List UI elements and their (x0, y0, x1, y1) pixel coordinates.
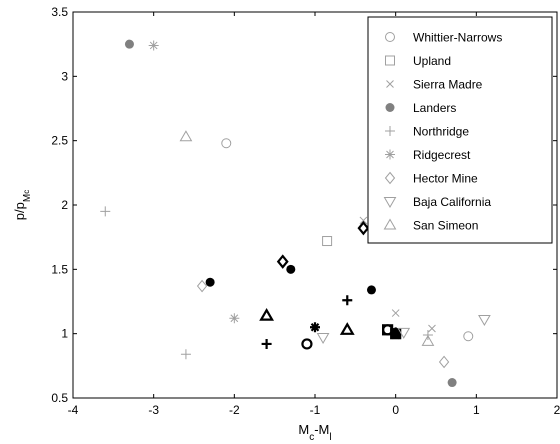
y-tick-label: 3 (61, 69, 68, 83)
legend-marker (385, 32, 395, 42)
data-point (180, 349, 191, 360)
x-axis-label: Mc-Ml (298, 422, 331, 443)
legend-label: Hector Mine (413, 172, 478, 186)
data-point (390, 328, 401, 339)
legend-label: Northridge (413, 125, 469, 139)
legend-label: Whittier-Narrows (413, 31, 502, 45)
data-point (339, 322, 355, 335)
legend-marker (383, 218, 397, 230)
x-tick-label: -3 (148, 403, 159, 417)
data-point (205, 277, 215, 287)
legend-label: Baja California (413, 195, 491, 209)
x-tick-label: -1 (310, 403, 321, 417)
x-tick-label: -2 (229, 403, 240, 417)
legend-label: San Simeon (413, 219, 478, 233)
data-point (301, 338, 313, 350)
legend-label: Ridgecrest (413, 148, 471, 162)
y-tick-label: 1 (61, 327, 68, 341)
x-tick-label: 1 (473, 403, 480, 417)
axis-ticks: -4 -3 -2 -1 0 1 2 0.5 1 1.5 2 2.5 3 3.5 (51, 5, 560, 417)
x-axis-label-text: Mc-Ml (298, 422, 331, 443)
data-point (391, 309, 400, 317)
legend-label: Sierra Madre (413, 78, 483, 92)
legend-box (367, 16, 553, 244)
x-tick-label: 0 (392, 403, 399, 417)
data-point (259, 307, 275, 321)
legend-label: Landers (413, 101, 456, 115)
y-tick-label: 2 (61, 198, 68, 212)
plot-frame (72, 11, 558, 399)
data-point (310, 322, 320, 333)
legend-marker (385, 126, 395, 136)
legend-marker (385, 55, 395, 66)
data-point (148, 40, 159, 51)
data-point (221, 138, 232, 149)
data-point (229, 313, 240, 324)
data-point (261, 338, 272, 349)
y-axis-label-text: p/pMc (12, 190, 33, 220)
y-tick-label: 1.5 (51, 262, 68, 276)
data-point (316, 333, 330, 345)
data-point (366, 285, 376, 295)
data-point (124, 39, 134, 49)
data-point (196, 279, 208, 293)
legend-label: Upland (413, 54, 451, 68)
x-tick-label: -4 (68, 403, 79, 417)
data-point (359, 216, 368, 225)
data-point (322, 236, 333, 247)
y-tick-label: 0.5 (51, 391, 68, 405)
y-tick-label: 3.5 (51, 5, 68, 19)
y-tick-label: 2.5 (51, 134, 68, 148)
legend-marker (386, 80, 394, 88)
x-tick-label: 2 (554, 403, 560, 417)
data-point (342, 295, 353, 306)
data-point (428, 324, 436, 333)
data-point (463, 331, 474, 342)
data-points (100, 39, 491, 388)
data-point (100, 206, 111, 217)
data-point (421, 334, 435, 346)
data-point (286, 264, 296, 274)
legend-marker (383, 197, 397, 208)
data-point (478, 315, 491, 327)
data-point (357, 220, 370, 236)
legend-marker (385, 149, 395, 160)
y-axis-label: p/pMc (12, 190, 33, 220)
legend-marker (384, 171, 396, 185)
data-point (179, 130, 193, 142)
data-point (276, 254, 289, 269)
data-point (447, 378, 457, 388)
legend-marker (385, 103, 395, 112)
data-point (438, 355, 450, 369)
legend: Whittier-Narrows Upland Sierra Madre Lander… (367, 16, 553, 244)
data-point (397, 327, 411, 339)
